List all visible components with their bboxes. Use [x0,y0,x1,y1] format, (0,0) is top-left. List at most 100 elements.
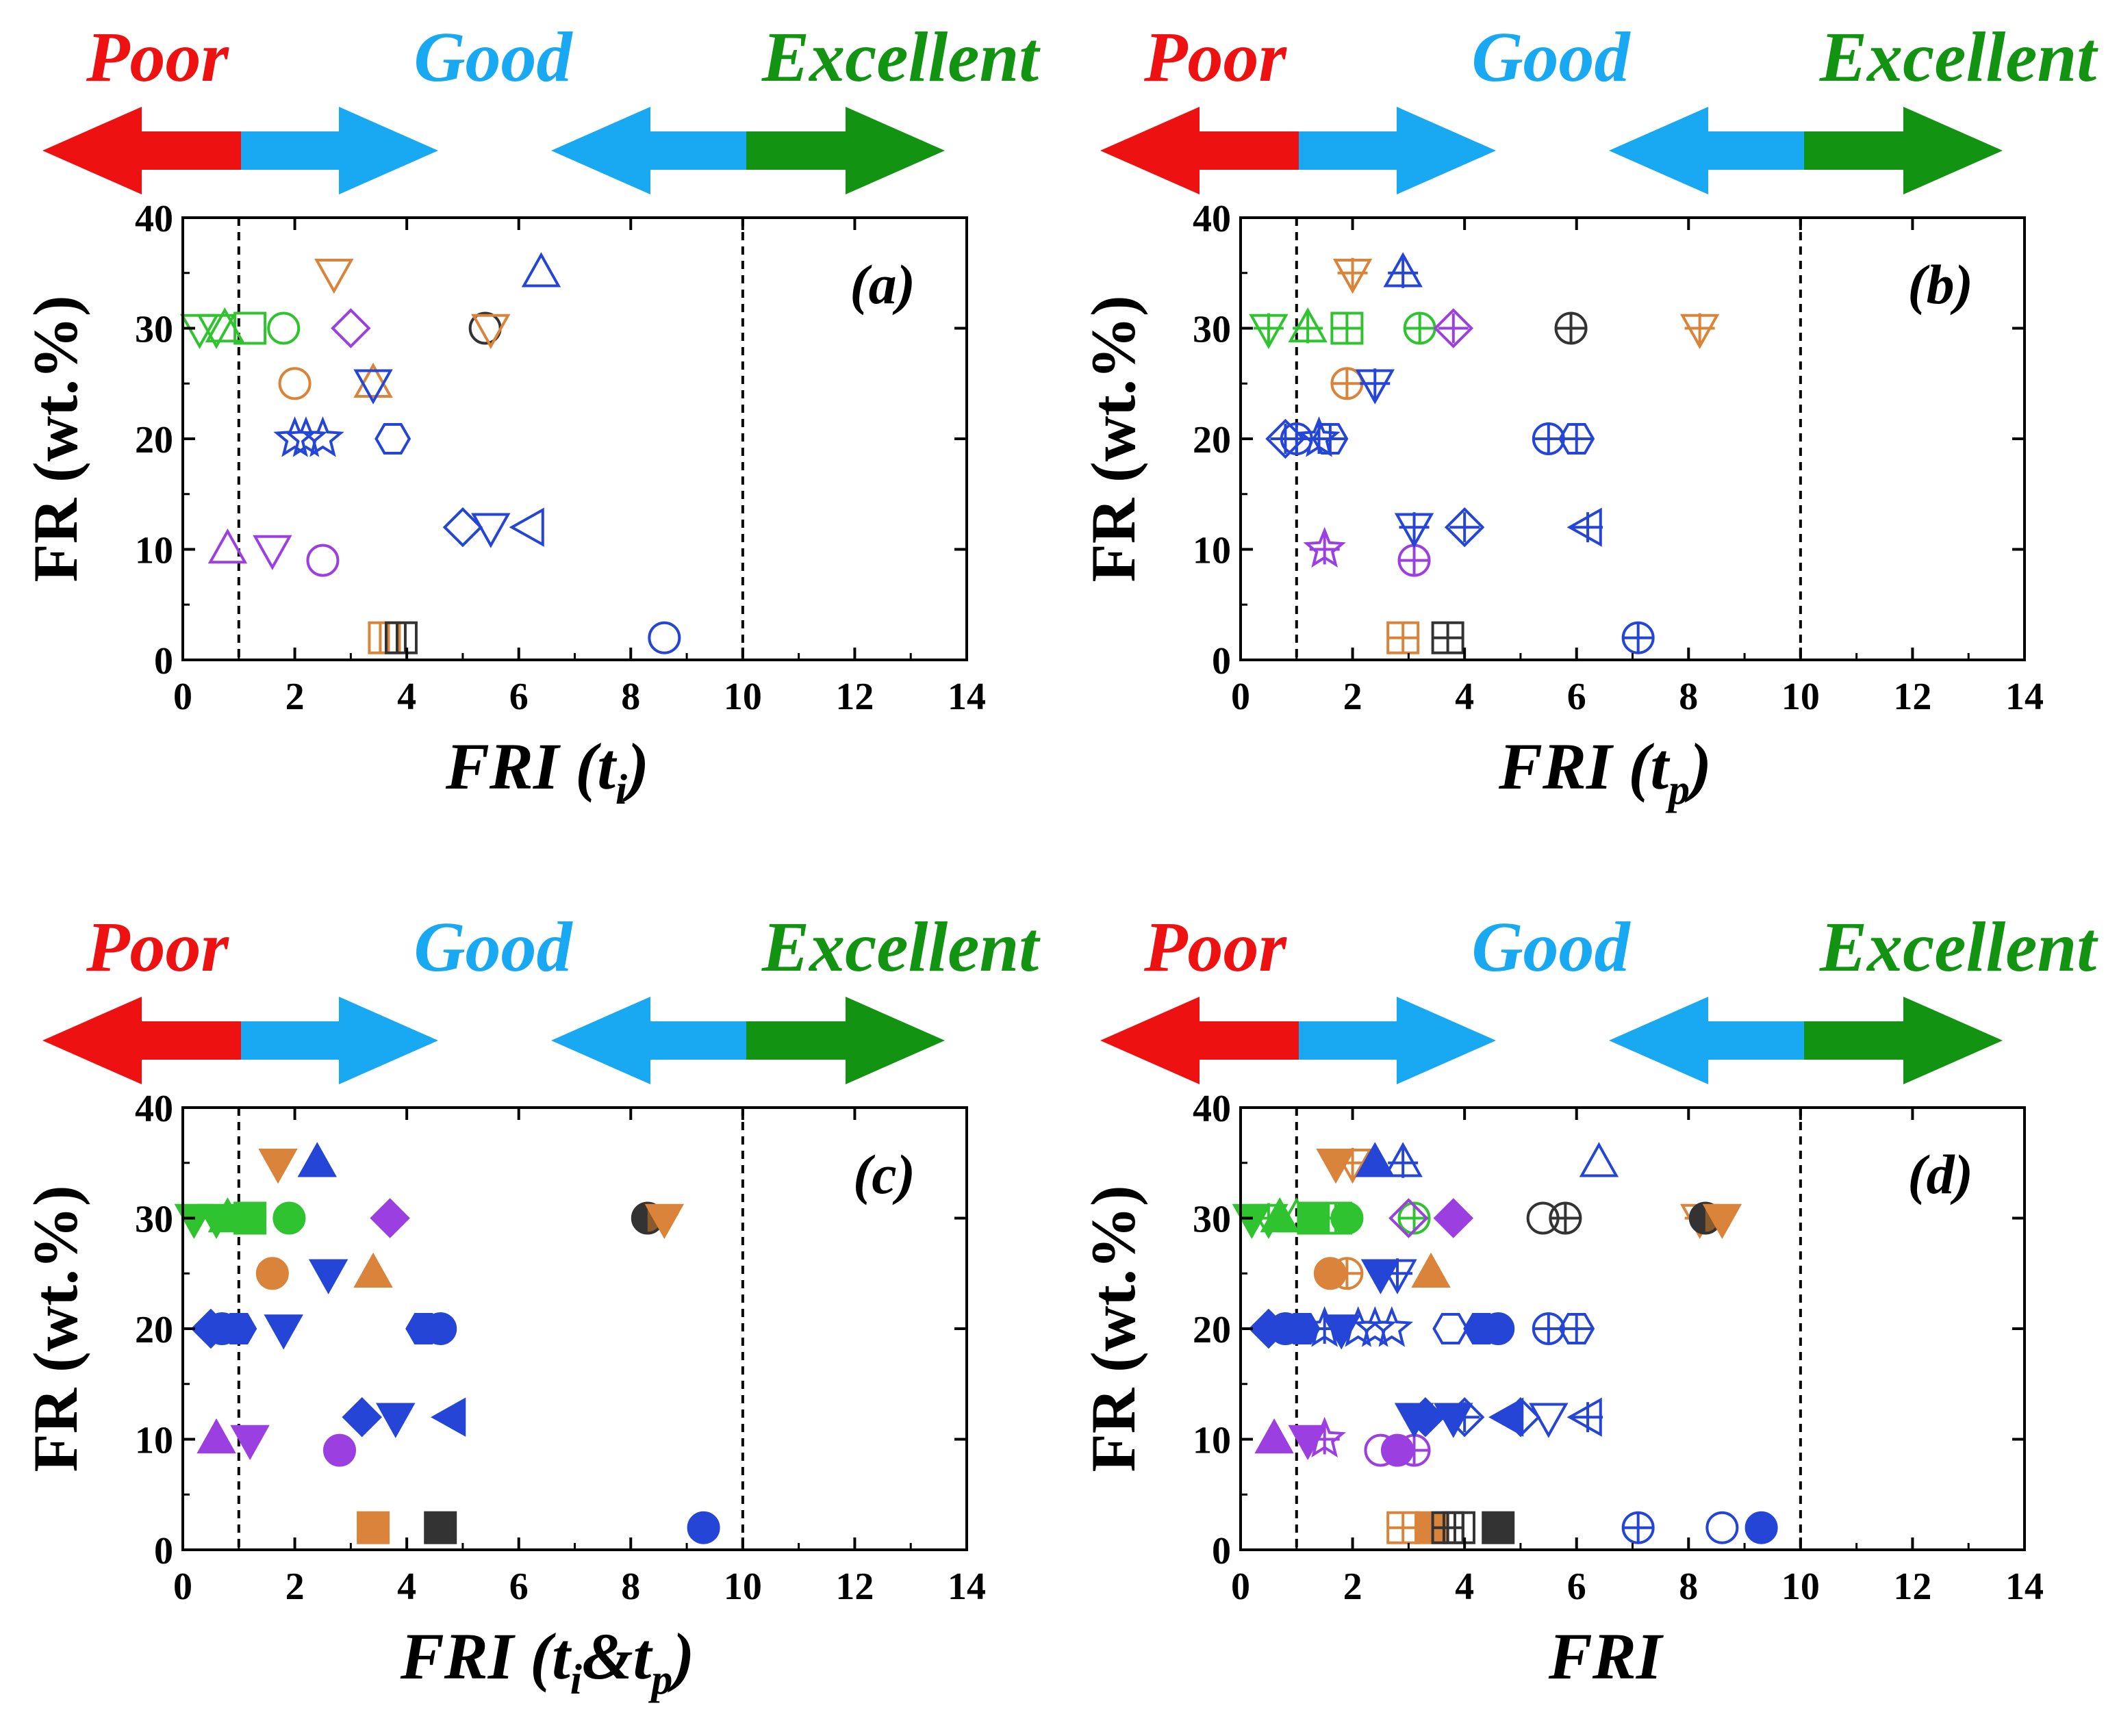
y-tick-label: 40 [1193,1088,1231,1130]
rating-poor-label: Poor [1143,908,1288,986]
y-tick-label: 0 [154,640,173,682]
data-point [233,311,267,345]
data-point [233,1201,267,1235]
data-point [431,1397,466,1437]
excellent-arrow-shaft [1804,131,1905,170]
data-point [1482,1312,1515,1345]
poor-arrow-head [42,107,142,194]
data-point [267,311,301,345]
x-axis-label: FRI [1548,1620,1664,1693]
x-tick-label: 2 [1343,676,1362,718]
data-point [1705,1511,1739,1544]
y-tick-label: 20 [1193,419,1231,461]
data-point [1482,1511,1515,1544]
data-point [220,1313,257,1344]
data-point [442,507,483,548]
good-arrow-head [551,997,650,1084]
y-tick-label: 40 [135,1088,173,1130]
y-tick-label: 20 [135,1309,173,1351]
x-tick-label: 6 [1567,1566,1586,1608]
good-arrow-head [1609,107,1708,194]
x-tick-label: 4 [1455,1566,1474,1608]
data-point [196,1418,236,1454]
poor-arrow-shaft [140,131,241,170]
x-tick-label: 2 [286,1566,305,1608]
data-point [521,252,561,288]
data-point [353,1252,393,1288]
x-tick-label: 14 [2005,1566,2044,1608]
data-point [471,513,511,548]
data-point [370,1198,410,1238]
x-tick-label: 10 [724,676,762,718]
rating-excellent-label: Excellent [1819,18,2098,97]
data-point [1488,1397,1524,1437]
y-tick-label: 20 [1193,1309,1231,1351]
good-arrow-head [551,107,650,194]
x-axis-label: FRI (ti&tp) [400,1620,695,1703]
y-axis-label: FR (wt.%) [21,296,90,583]
data-point [253,535,292,570]
rating-excellent-label: Excellent [761,18,1041,97]
good-arrow-shaft [1707,131,1804,170]
data-point [1360,1259,1401,1294]
data-point [1500,1396,1541,1438]
y-axis-label: FR (wt.%) [1078,296,1148,583]
y-tick-label: 30 [1193,1199,1231,1241]
y-tick-label: 10 [135,1420,173,1462]
y-axis-label: FR (wt.%) [1078,1186,1148,1472]
y-tick-label: 10 [1193,1420,1231,1462]
data-point [342,1396,382,1438]
x-tick-label: 4 [1455,676,1474,718]
data-point [308,1259,348,1294]
y-tick-label: 10 [135,530,173,572]
rating-excellent-label: Excellent [761,908,1041,986]
data-point [384,621,418,654]
data-point [1370,1306,1414,1347]
good-arrow-head [1609,997,1708,1084]
y-tick-label: 20 [135,419,173,461]
data-point [278,367,312,400]
data-point [1688,1201,1722,1235]
y-tick-label: 40 [135,198,173,240]
data-point [314,259,354,294]
panel-label: (a) [850,253,915,316]
panel-label: (d) [1907,1143,1973,1205]
data-point [1702,1203,1742,1239]
excellent-arrow-shaft [1804,1021,1905,1060]
poor-arrow-shaft [140,1021,241,1060]
y-tick-label: 0 [154,1530,173,1572]
x-tick-label: 14 [2005,676,2044,718]
x-tick-label: 14 [948,1566,986,1608]
rating-poor-label: Poor [86,18,230,97]
x-tick-label: 10 [724,1566,762,1608]
data-point [323,1433,356,1467]
plot-frame [181,216,968,661]
x-tick-label: 2 [1343,1566,1362,1608]
rating-good-label: Good [414,18,573,97]
y-tick-label: 30 [135,309,173,351]
data-point [264,1314,303,1350]
good-arrow-shaft [241,1021,340,1060]
data-point [644,1203,685,1239]
rating-excellent-label: Excellent [1819,908,2098,986]
y-tick-label: 30 [1193,309,1231,351]
data-point [230,1425,270,1460]
data-point [368,621,401,654]
x-tick-label: 0 [1231,676,1250,718]
data-point [255,1257,289,1290]
data-point [1354,1306,1397,1347]
y-tick-label: 0 [1212,1530,1231,1572]
x-tick-label: 12 [835,1566,874,1608]
good-arrow-head [339,997,438,1084]
data-point [1411,1252,1451,1288]
x-tick-label: 0 [173,1566,192,1608]
x-tick-label: 12 [1893,676,1931,718]
x-tick-label: 14 [948,676,986,718]
y-tick-label: 30 [135,1199,173,1241]
data-point [376,1403,416,1438]
data-point [1433,308,1474,348]
data-point [1297,1201,1330,1235]
x-tick-label: 0 [1231,1566,1250,1608]
data-point [424,1312,457,1345]
excellent-arrow-head [1903,997,2003,1084]
